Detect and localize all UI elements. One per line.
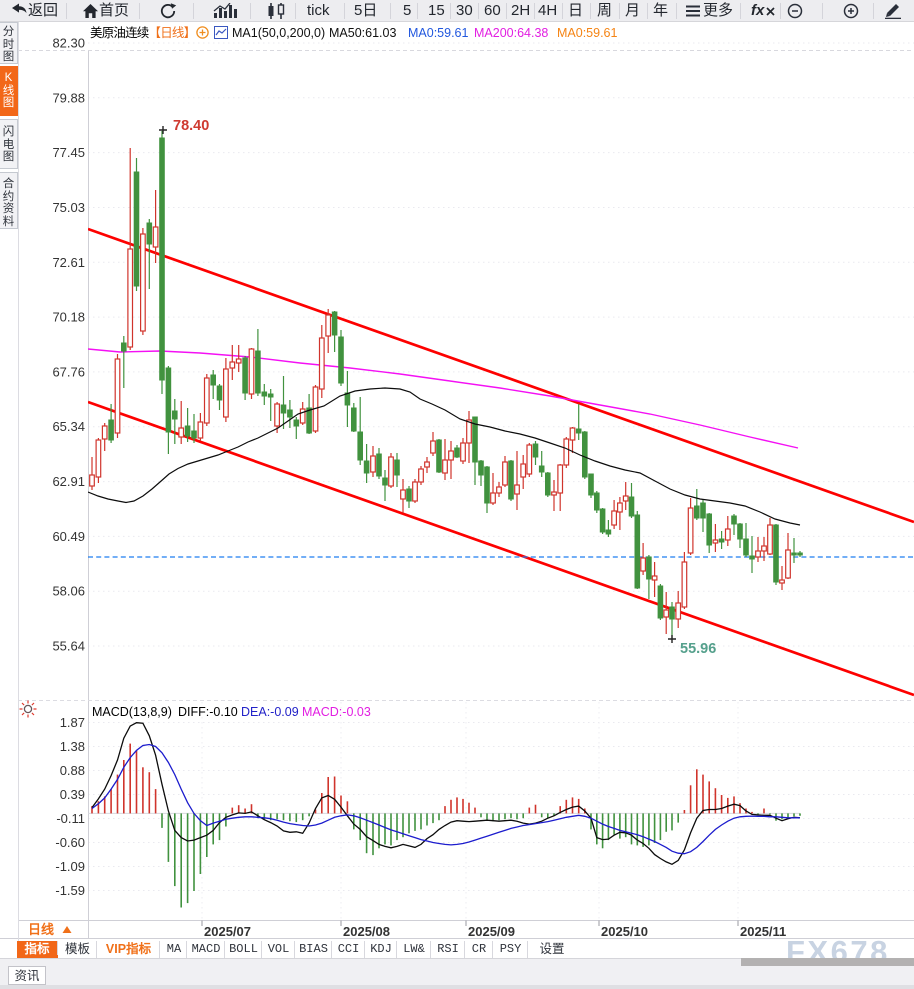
svg-text:70.18: 70.18 [52, 310, 85, 325]
svg-text:2025/11: 2025/11 [740, 924, 786, 939]
svg-text:2025/09: 2025/09 [468, 924, 515, 939]
svg-text:1.87: 1.87 [60, 715, 85, 730]
svg-text:-1.09: -1.09 [55, 859, 85, 874]
svg-text:78.40: 78.40 [173, 118, 209, 134]
svg-text:82.30: 82.30 [52, 36, 85, 51]
svg-text:2025/10: 2025/10 [601, 924, 648, 939]
svg-text:60.49: 60.49 [52, 529, 85, 544]
svg-text:58.06: 58.06 [52, 584, 85, 599]
svg-text:75.03: 75.03 [52, 200, 85, 215]
svg-text:2025/08: 2025/08 [343, 924, 390, 939]
svg-text:77.45: 77.45 [52, 145, 85, 160]
svg-text:72.61: 72.61 [52, 255, 85, 270]
svg-text:-0.60: -0.60 [55, 835, 85, 850]
svg-text:62.91: 62.91 [52, 474, 85, 489]
svg-text:-1.59: -1.59 [55, 883, 85, 898]
svg-text:0.88: 0.88 [60, 763, 85, 778]
svg-text:1.38: 1.38 [60, 739, 85, 754]
svg-text:79.88: 79.88 [52, 90, 85, 105]
svg-text:0.39: 0.39 [60, 787, 85, 802]
svg-text:65.34: 65.34 [52, 419, 85, 434]
svg-text:55.96: 55.96 [680, 641, 716, 657]
svg-text:-0.11: -0.11 [56, 811, 85, 826]
svg-text:67.76: 67.76 [52, 364, 85, 379]
svg-text:55.64: 55.64 [52, 639, 85, 654]
svg-text:2025/07: 2025/07 [204, 924, 251, 939]
